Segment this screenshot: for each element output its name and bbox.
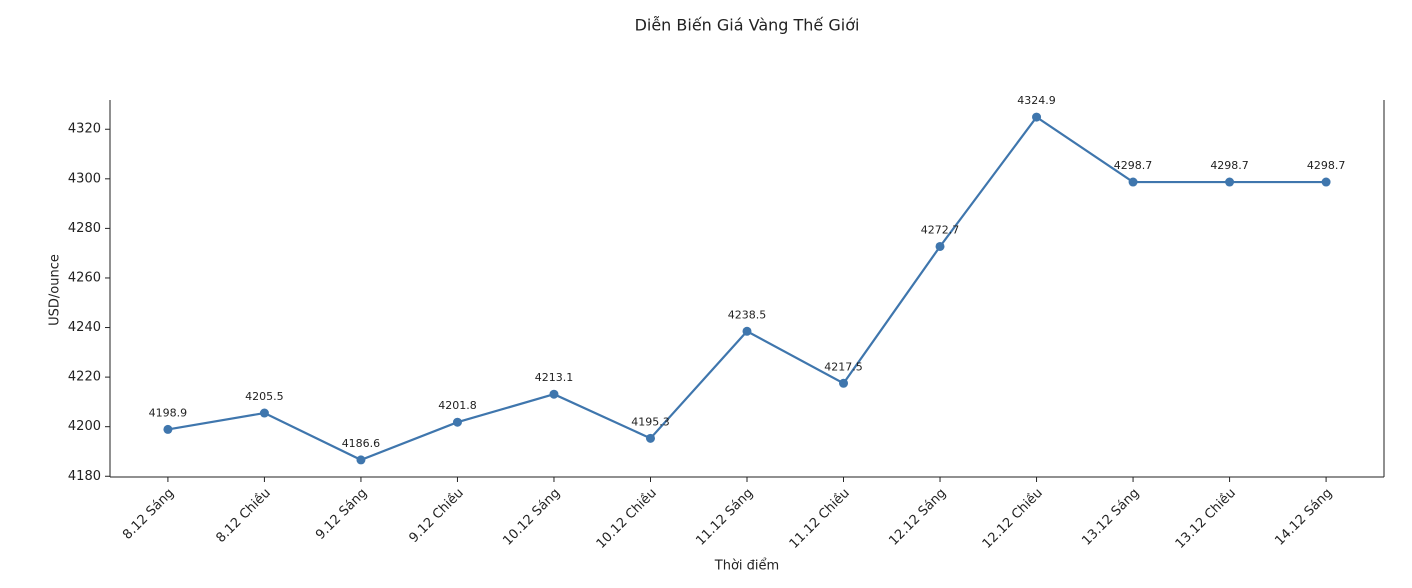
value-label: 4198.9 [149, 406, 188, 419]
x-tick-label: 10.12 Sáng [500, 486, 563, 549]
point [1225, 177, 1235, 187]
value-label: 4201.8 [438, 399, 477, 412]
value-label: 4298.7 [1307, 159, 1346, 172]
x-tick-label: 10.12 Chiều [594, 486, 660, 552]
y-tick-label: 4200 [68, 419, 101, 434]
line [167, 115, 1327, 462]
y-tick-label: 4280 [68, 221, 101, 236]
x-tick-label: 11.12 Chiều [787, 486, 853, 552]
x-tick-label: 9.12 Chiều [406, 486, 466, 546]
value-label: 4217.5 [824, 360, 863, 373]
point [839, 378, 849, 388]
point [742, 326, 752, 336]
value-label: 4186.6 [342, 437, 381, 450]
x-tick-label: 14.12 Sáng [1272, 486, 1335, 549]
x-tick-label: 12.12 Chiều [980, 486, 1046, 552]
point [452, 417, 462, 427]
value-label: 4238.5 [728, 308, 767, 321]
point [549, 389, 559, 399]
value-label: 4324.9 [1017, 94, 1056, 107]
y-tick-label: 4240 [68, 320, 101, 335]
point [1032, 112, 1042, 122]
y-tick-label: 4260 [68, 270, 101, 285]
x-tick-label: 8.12 Chiều [213, 486, 273, 546]
x-tick-label: 13.12 Chiều [1173, 486, 1239, 552]
chart-title: Diễn Biến Giá Vàng Thế Giới [635, 16, 860, 35]
x-tick-label: 9.12 Sáng [313, 486, 370, 543]
y-tick-label: 4180 [68, 469, 101, 484]
y-tick-label: 4320 [68, 122, 101, 137]
value-label: 4195.3 [631, 415, 670, 428]
point [259, 408, 269, 418]
point [645, 433, 655, 443]
point [1128, 177, 1138, 187]
value-label: 4298.7 [1114, 159, 1153, 172]
x-tick-label: 8.12 Sáng [120, 486, 177, 543]
x-tick-label: 12.12 Sáng [886, 486, 949, 549]
point [163, 424, 173, 434]
y-tick-label: 4220 [68, 370, 101, 385]
point [356, 455, 366, 465]
y-tick-label: 4300 [68, 171, 101, 186]
value-label: 4298.7 [1210, 159, 1249, 172]
y-axis-label: USD/ounce [48, 254, 63, 326]
value-label: 4205.5 [245, 390, 284, 403]
x-tick-label: 11.12 Sáng [693, 486, 756, 549]
point [1321, 177, 1331, 187]
value-label: 4272.7 [921, 223, 960, 236]
value-label: 4213.1 [535, 371, 574, 384]
point [935, 241, 945, 251]
x-tick-label: 13.12 Sáng [1079, 486, 1142, 549]
x-axis-label: Thời điểm [714, 559, 779, 574]
